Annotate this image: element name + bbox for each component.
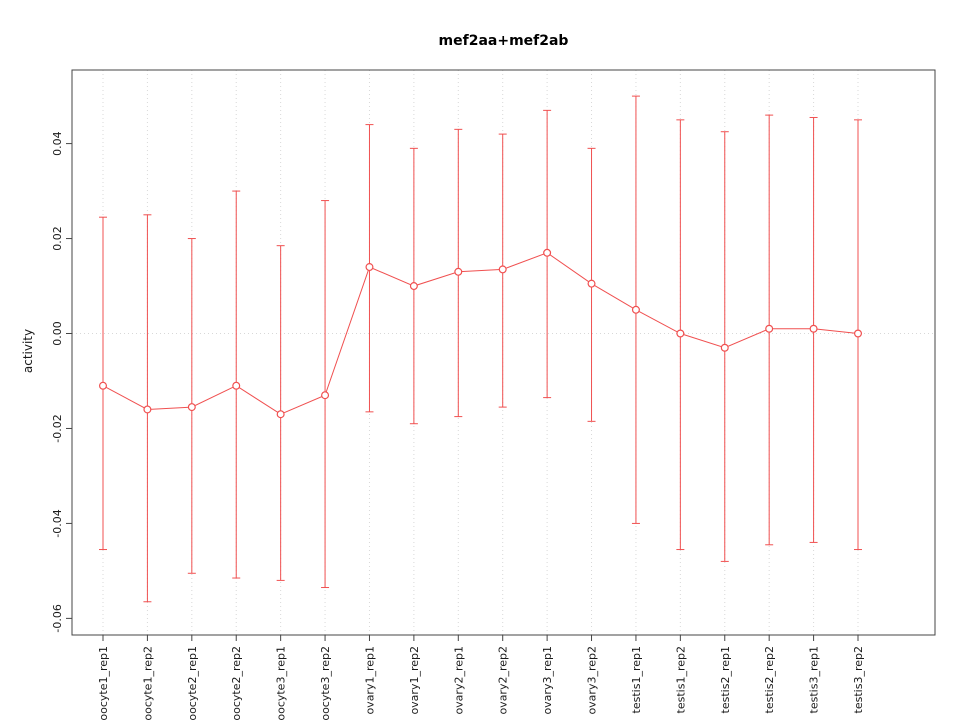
data-point xyxy=(631,305,640,314)
data-point xyxy=(187,403,196,412)
x-tick-label: oocyte3_rep2 xyxy=(319,646,332,720)
x-tick-label: oocyte1_rep2 xyxy=(141,646,154,720)
data-point xyxy=(321,391,330,400)
data-point xyxy=(587,279,596,288)
x-tick-label: oocyte1_rep1 xyxy=(97,646,110,720)
x-tick-label: ovary1_rep2 xyxy=(408,646,421,715)
data-point xyxy=(98,381,107,390)
x-tick-label: testis3_rep2 xyxy=(852,646,865,713)
data-point xyxy=(454,267,463,276)
y-tick-label: -0.06 xyxy=(51,604,64,632)
data-point xyxy=(276,410,285,419)
data-point xyxy=(853,329,862,338)
x-tick-label: ovary3_rep2 xyxy=(586,646,599,715)
x-tick-label: oocyte3_rep1 xyxy=(275,646,288,720)
x-tick-label: ovary2_rep1 xyxy=(452,646,465,715)
data-point xyxy=(809,324,818,333)
y-tick-label: -0.04 xyxy=(51,509,64,537)
data-point xyxy=(765,324,774,333)
x-tick-label: ovary3_rep1 xyxy=(541,646,554,715)
chart-title: mef2aa+mef2ab xyxy=(438,33,569,49)
x-tick-label: testis1_rep1 xyxy=(630,646,643,713)
y-tick-label: 0.02 xyxy=(51,226,64,251)
plot-border xyxy=(71,69,936,636)
data-point xyxy=(676,329,685,338)
data-point xyxy=(365,263,374,272)
data-point xyxy=(143,405,152,414)
x-tick-label: testis1_rep2 xyxy=(674,646,687,713)
data-point xyxy=(409,282,418,291)
y-tick-label: -0.02 xyxy=(51,414,64,442)
data-point xyxy=(720,343,729,352)
x-tick-label: testis2_rep2 xyxy=(763,646,776,713)
series-line xyxy=(102,252,859,415)
x-tick-label: oocyte2_rep2 xyxy=(230,646,243,720)
x-tick-label: ovary2_rep2 xyxy=(497,646,510,715)
x-tick-label: testis3_rep1 xyxy=(808,646,821,713)
data-point xyxy=(498,265,507,274)
x-tick-label: testis2_rep1 xyxy=(719,646,732,713)
data-point xyxy=(232,381,241,390)
x-tick-label: ovary1_rep1 xyxy=(363,646,376,715)
data-point xyxy=(543,248,552,257)
x-tick-label: oocyte2_rep1 xyxy=(186,646,199,720)
y-tick-label: 0.04 xyxy=(51,131,64,156)
y-tick-label: 0.00 xyxy=(51,321,64,346)
